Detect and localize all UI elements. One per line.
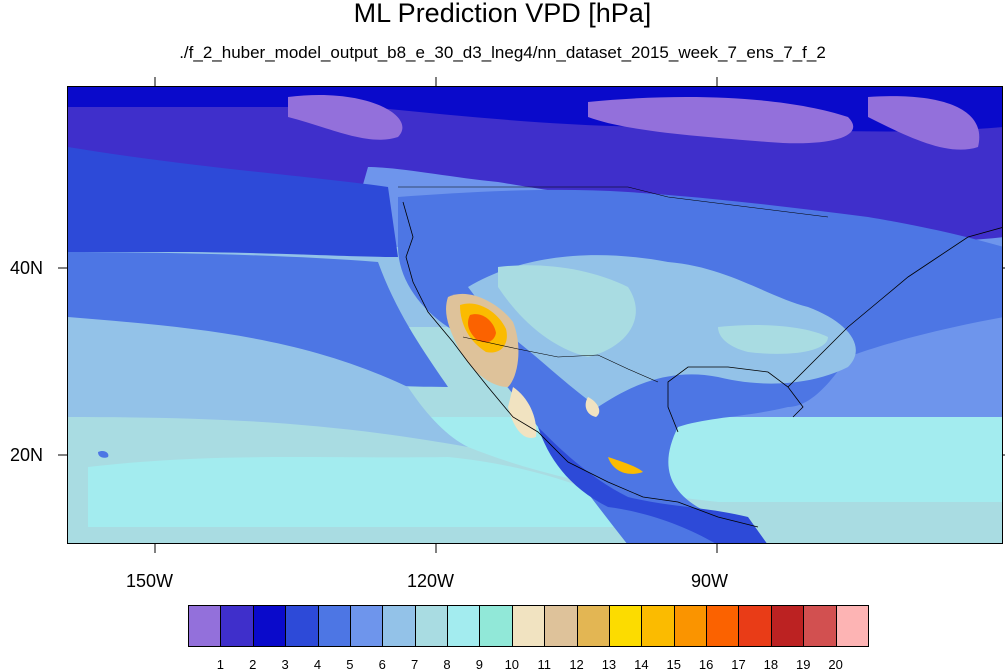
- x-tick-label: 120W: [407, 571, 455, 591]
- colorbar-swatch: [285, 605, 319, 647]
- colorbar-tick-label: 3: [281, 657, 289, 672]
- colorbar-swatch: [447, 605, 481, 647]
- plot-title: ML Prediction VPD [hPa]: [353, 0, 652, 28]
- colorbar-swatch: [835, 605, 869, 647]
- colorbar-swatch: [479, 605, 513, 647]
- colorbar-swatch: [414, 605, 449, 647]
- y-tick-label: 20N: [10, 445, 44, 465]
- colorbar-tick-label: 5: [346, 657, 354, 672]
- x-tick-label: 90W: [691, 571, 729, 591]
- colorbar-tick-label: 6: [378, 657, 386, 672]
- colorbar-swatch: [544, 605, 578, 647]
- colorbar-tick-label: 18: [763, 657, 779, 672]
- colorbar: [188, 605, 869, 647]
- colorbar-swatch: [382, 605, 416, 647]
- colorbar-swatch: [576, 605, 610, 647]
- plot-subtitle: ./f_2_huber_model_output_b8_e_30_d3_lneg…: [179, 43, 826, 62]
- colorbar-tick-label: 12: [569, 657, 584, 672]
- colorbar-tick-label: 13: [601, 657, 617, 672]
- colorbar-tick-label: 14: [634, 657, 649, 672]
- colorbar-tick-label: 7: [411, 657, 419, 672]
- colorbar-swatch: [220, 605, 254, 647]
- colorbar-tick-label: 4: [313, 657, 322, 672]
- colorbar-swatch: [511, 605, 546, 647]
- colorbar-swatch: [349, 605, 384, 647]
- colorbar-swatch: [608, 605, 643, 647]
- colorbar-tick-label: 2: [249, 657, 257, 672]
- colorbar-swatch: [770, 605, 805, 647]
- colorbar-tick-label: 20: [828, 657, 843, 672]
- colorbar-swatch: [803, 605, 837, 647]
- colorbar-tick-label: 1: [216, 657, 224, 672]
- colorbar-swatch: [252, 605, 287, 647]
- colorbar-tick-label: 10: [504, 657, 520, 672]
- vpd-field-map: [68, 87, 1002, 543]
- colorbar-tick-label: 16: [698, 657, 714, 672]
- map-panel: [67, 86, 1003, 544]
- y-tick-label: 40N: [10, 258, 44, 278]
- colorbar-swatch: [738, 605, 772, 647]
- colorbar-tick-label: 19: [796, 657, 811, 672]
- colorbar-swatch: [317, 605, 351, 647]
- colorbar-tick-label: 11: [537, 657, 551, 672]
- colorbar-tick-label: 8: [443, 657, 451, 672]
- colorbar-swatch: [188, 605, 222, 647]
- colorbar-tick-label: 17: [731, 657, 746, 672]
- colorbar-swatch: [673, 605, 708, 647]
- x-tick-label: 150W: [126, 571, 174, 591]
- colorbar-tick-label: 15: [666, 657, 681, 672]
- colorbar-swatch: [706, 605, 740, 647]
- colorbar-tick-label: 9: [475, 657, 484, 672]
- colorbar-swatch: [641, 605, 675, 647]
